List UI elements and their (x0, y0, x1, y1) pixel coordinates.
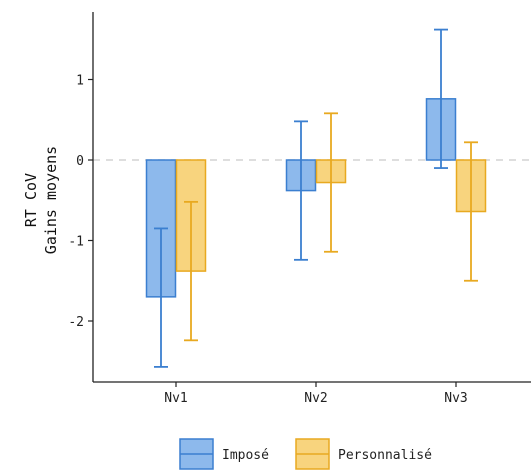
y-tick-label: 0 (76, 154, 84, 169)
legend: Imposé Personnalisé (179, 438, 432, 470)
y-tick-label: -2 (68, 315, 84, 330)
legend-item-impose: Imposé (179, 438, 269, 470)
error-bar-personnalise-nv2 (324, 112, 338, 253)
y-tick-label: -1 (68, 235, 84, 250)
legend-label-personnalise: Personnalisé (338, 448, 432, 463)
legend-item-personnalise: Personnalisé (295, 438, 432, 470)
error-bar-impose-nv2 (294, 120, 308, 261)
y-axis-title-line-1: RT CoV (22, 173, 40, 227)
x-tick-label: Nv3 (444, 391, 467, 406)
y-ticks: 1 0 -1 -2 (68, 74, 93, 330)
y-tick-label: 1 (76, 74, 84, 89)
bars-layer (145, 98, 487, 298)
x-tick-label: Nv2 (304, 391, 327, 406)
error-bars-layer (154, 28, 478, 368)
y-axis-title: RT CoV Gains moyens (22, 146, 60, 254)
x-tick-label: Nv1 (164, 391, 187, 406)
x-ticks: Nv1 Nv2 Nv3 (164, 382, 468, 406)
error-bar-personnalise-nv3 (464, 141, 478, 282)
error-bar-impose-nv1 (154, 227, 168, 368)
y-axis-title-line-2: Gains moyens (42, 146, 60, 254)
legend-label-impose: Imposé (222, 448, 269, 463)
error-bar-personnalise-nv1 (184, 200, 198, 342)
error-bar-impose-nv3 (434, 28, 448, 169)
